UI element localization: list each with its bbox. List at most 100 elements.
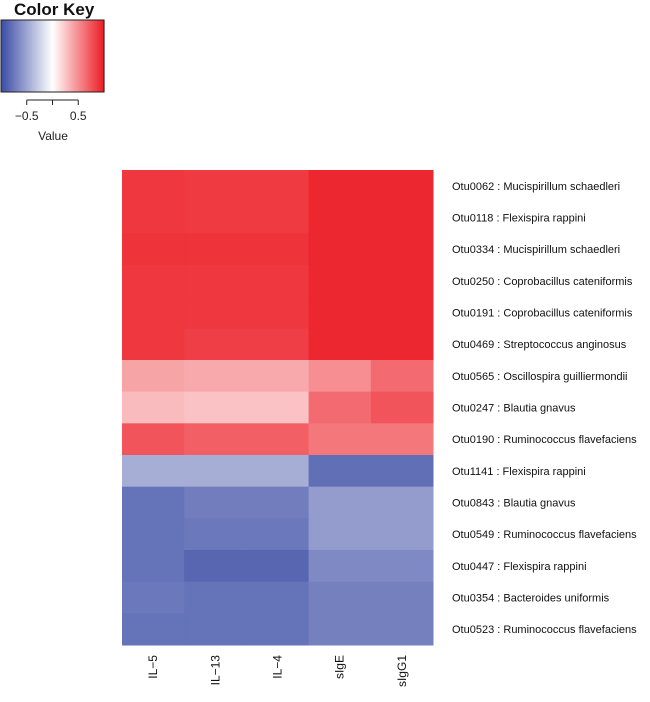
color-key-strip — [42, 20, 45, 92]
row-labels: Otu0062 : Mucispirillum schaedleri Otu011… — [452, 181, 637, 636]
heatmap-cell — [184, 391, 247, 424]
heatmap-cell — [370, 455, 434, 488]
heatmap-cell — [184, 518, 247, 551]
heatmap-cell — [308, 328, 372, 361]
heatmap-cell — [246, 550, 310, 583]
row-label: Otu0062 : Mucispirillum schaedleri — [452, 181, 620, 193]
row-label: Otu0549 : Ruminococcus flavefaciens — [452, 529, 637, 541]
color-key-strip — [38, 20, 42, 92]
color-key-tick-label: −0.5 — [15, 109, 39, 123]
color-key-strip — [83, 20, 86, 92]
heatmap-cell — [370, 170, 434, 203]
heatmap-cell — [246, 233, 310, 266]
color-key-strip — [85, 20, 88, 92]
color-key-strip — [19, 20, 23, 92]
color-key-strip — [25, 20, 28, 92]
color-key-strip — [40, 20, 43, 92]
color-key-gradient — [1, 20, 105, 92]
color-key-strip — [76, 20, 79, 92]
color-key-strip — [13, 20, 16, 92]
row-label: Otu0469 : Streptococcus anginosus — [452, 339, 627, 351]
heatmap-cell — [370, 233, 434, 266]
heatmap-cell — [308, 391, 372, 424]
heatmap-cell — [184, 423, 247, 456]
color-key-strip — [78, 20, 81, 92]
color-key-strip — [6, 20, 9, 92]
heatmap-cell — [122, 455, 185, 488]
row-label: Otu0190 : Ruminococcus flavefaciens — [452, 434, 637, 446]
color-key-strip — [28, 20, 31, 92]
heatmap-cell — [184, 201, 247, 234]
heatmap-cell — [308, 233, 372, 266]
heatmap-cell — [246, 613, 310, 646]
heatmap-cell — [370, 328, 434, 361]
color-key-strip — [62, 20, 66, 92]
heatmap-cell — [246, 265, 310, 298]
color-key-strip — [95, 20, 98, 92]
heatmap-cell — [184, 170, 247, 203]
color-key-strip — [49, 20, 52, 92]
heatmap-cell — [122, 360, 185, 393]
heatmap-cell — [308, 613, 372, 646]
heatmap-cell — [308, 518, 372, 551]
color-key-strip — [64, 20, 67, 92]
heatmap-cell — [370, 391, 434, 424]
color-key-strip — [18, 20, 21, 92]
heatmap-cell — [246, 201, 310, 234]
color-key-strip — [26, 20, 30, 92]
row-label: Otu0191 : Coprobacillus cateniformis — [452, 308, 633, 320]
color-key-strip — [67, 20, 71, 92]
heatmap-cell — [122, 233, 185, 266]
row-label: Otu0118 : Flexispira rappini — [452, 213, 586, 225]
color-key-strip — [47, 20, 50, 92]
color-key-strip — [33, 20, 36, 92]
heatmap-cell — [246, 423, 310, 456]
heatmap-cell — [184, 328, 247, 361]
column-label: sIgE — [333, 655, 347, 679]
column-label: IL−4 — [271, 655, 285, 679]
color-key-strip — [45, 20, 48, 92]
row-label: Otu0565 : Oscillospira guilliermondii — [452, 371, 627, 383]
heatmap-cell — [184, 296, 247, 329]
heatmap-cell — [370, 581, 434, 614]
heatmap-cell — [308, 581, 372, 614]
row-label: Otu0523 : Ruminococcus flavefaciens — [452, 624, 637, 636]
heatmap-cell — [370, 265, 434, 298]
column-label: IL−13 — [208, 655, 222, 686]
color-key-strip — [73, 20, 76, 92]
heatmap-cell — [308, 201, 372, 234]
heatmap-cells — [122, 170, 434, 646]
color-key-strip — [43, 20, 47, 92]
heatmap-cell — [308, 486, 372, 519]
heatmap-cell — [308, 265, 372, 298]
heatmap-cell — [308, 423, 372, 456]
color-key-strip — [74, 20, 78, 92]
heatmap-cell — [122, 550, 185, 583]
color-key-strip — [90, 20, 93, 92]
color-key-value-label: Value — [38, 129, 68, 143]
heatmap-cell — [122, 518, 185, 551]
heatmap-cell — [246, 455, 310, 488]
heatmap-cell — [122, 581, 185, 614]
color-key-strip — [66, 20, 69, 92]
heatmap-cell — [184, 486, 247, 519]
row-label: Otu0247 : Blautia gnavus — [452, 403, 576, 415]
color-key-strip — [98, 20, 102, 92]
color-key-strip — [50, 20, 54, 92]
color-key-strip — [100, 20, 103, 92]
heatmap-cell — [122, 613, 185, 646]
color-key-axis: −0.5 0.5 — [15, 99, 87, 123]
color-key-frame — [0, 19, 105, 93]
heatmap-cell — [122, 328, 185, 361]
color-key-strip — [54, 20, 57, 92]
color-key-strip — [79, 20, 83, 92]
heatmap-cell — [370, 296, 434, 329]
color-key-strip — [57, 20, 60, 92]
heatmap-cell — [122, 201, 185, 234]
color-key-tick-label: 0.5 — [70, 109, 87, 123]
heatmap-cell — [122, 170, 185, 203]
column-label: sIgG1 — [395, 655, 409, 687]
color-key-strip — [4, 20, 7, 92]
heatmap-cell — [122, 296, 185, 329]
